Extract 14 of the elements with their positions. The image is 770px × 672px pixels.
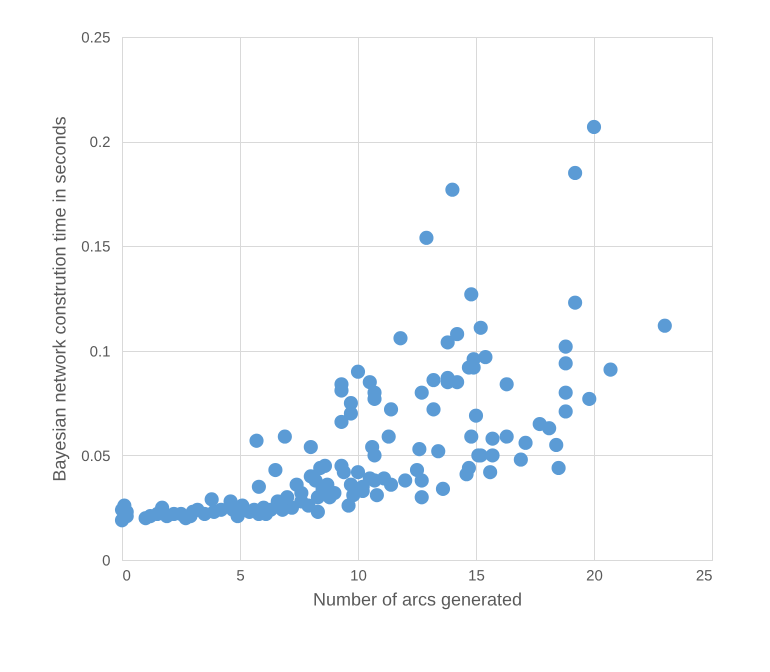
x-axis-title: Number of arcs generated — [312, 590, 522, 610]
y-axis-title: Bayesian network constrution time in seconds — [49, 116, 70, 482]
y-tick-label: 0 — [102, 552, 110, 570]
x-tick-label: 10 — [350, 568, 367, 584]
y-tick-label: 0.2 — [90, 134, 110, 152]
y-tick-label: 0.1 — [90, 343, 110, 360]
x-tick-label: 0 — [122, 568, 131, 584]
y-tick-label: 0.25 — [81, 30, 110, 46]
x-tick-label: 20 — [586, 568, 603, 584]
x-tick-label: 15 — [468, 568, 485, 584]
y-tick-label: 0.05 — [81, 448, 110, 465]
x-tick-label: 25 — [696, 568, 712, 584]
x-tick-label: 5 — [236, 568, 245, 584]
y-tick-label: 0.15 — [81, 238, 110, 256]
